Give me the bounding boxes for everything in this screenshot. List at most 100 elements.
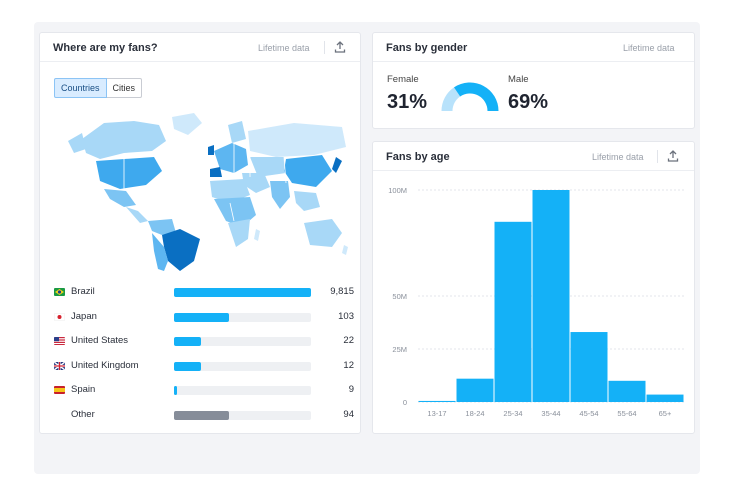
country-bar-track <box>174 337 311 347</box>
country-bar-track <box>174 361 311 371</box>
x-tick-label: 45-54 <box>579 409 598 418</box>
map-region-china <box>284 155 332 187</box>
map-borders <box>123 143 287 222</box>
bar-65+[interactable] <box>646 394 684 402</box>
card-header: Fans by gender Lifetime data <box>373 33 694 62</box>
map-region-japan <box>332 157 342 173</box>
male-label: Male <box>508 74 529 85</box>
gauge-female-arc <box>441 87 461 112</box>
fans-location-card: Where are my fans? Lifetime data Countri… <box>39 32 361 434</box>
fans-gender-card: Fans by gender Lifetime data Female 31% … <box>372 32 695 129</box>
map-region-madagascar <box>254 229 260 241</box>
tab-countries[interactable]: Countries <box>54 78 107 98</box>
export-icon[interactable] <box>666 149 680 163</box>
male-percentage: 69% <box>508 91 549 113</box>
country-bar-track <box>174 288 311 297</box>
gauge-male-arc <box>453 82 499 112</box>
spain-flag-icon <box>54 386 65 395</box>
age-bar-chart: 0 25M 50M 100M 13-17 18-24 25-34 35-44 45-54 55-6… <box>388 186 684 418</box>
card-title: Fans by age <box>386 151 450 163</box>
country-bar-fill <box>174 337 202 347</box>
us-flag-icon <box>54 337 65 346</box>
y-tick-label: 50M <box>392 292 407 301</box>
country-name: Japan <box>71 310 97 322</box>
fans-age-card: Fans by age Lifetime data 0 25M 50M 100M 13-… <box>372 141 695 434</box>
map-region-brazil <box>162 229 200 271</box>
y-tick-label: 100M <box>388 186 407 195</box>
country-row-united-kingdom: United Kingdom 12 <box>54 360 354 374</box>
gender-gauge <box>441 82 499 112</box>
country-name: United States <box>71 335 129 347</box>
export-icon[interactable] <box>333 40 347 54</box>
lifetime-data-label: Lifetime data <box>592 152 644 162</box>
country-bar-fill <box>174 312 229 322</box>
country-bar-track <box>174 411 311 420</box>
map-region-south-america-south <box>152 233 168 271</box>
x-tick-label: 13-17 <box>427 409 446 418</box>
card-header: Where are my fans? Lifetime data <box>40 33 360 62</box>
country-name: United Kingdom <box>71 359 139 371</box>
female-percentage: 31% <box>387 91 428 113</box>
map-region-europe <box>214 143 248 173</box>
map-region-southern-africa <box>228 219 250 247</box>
map-region-middle-east <box>242 173 270 193</box>
bar-13-17[interactable] <box>418 400 456 402</box>
country-name: Other <box>71 409 95 420</box>
country-bar-fill <box>174 411 229 420</box>
map-region-spain <box>210 167 222 177</box>
map-region-scandinavia <box>228 121 246 143</box>
map-region-central-asia <box>250 157 286 177</box>
lifetime-data-label: Lifetime data <box>258 43 310 53</box>
country-value: 9,815 <box>330 286 354 297</box>
country-value: 9 <box>348 384 354 396</box>
y-tick-label: 0 <box>403 398 407 407</box>
map-region-alaska <box>68 133 86 153</box>
header-divider <box>324 41 325 54</box>
country-bar-track <box>174 386 311 396</box>
country-name: Brazil <box>71 286 95 297</box>
country-value: 22 <box>343 335 354 347</box>
map-region-central-america <box>126 207 148 223</box>
lifetime-data-label: Lifetime data <box>623 43 675 53</box>
card-title: Fans by gender <box>386 42 468 54</box>
x-tick-label: 25-34 <box>503 409 522 418</box>
x-tick-label: 55-64 <box>617 409 636 418</box>
country-bar-fill <box>174 386 177 396</box>
map-region-mexico <box>104 189 136 207</box>
location-toggle: Countries Cities <box>54 78 143 98</box>
card-title: Where are my fans? <box>53 42 158 54</box>
map-region-india <box>270 181 290 209</box>
country-value: 103 <box>338 310 354 322</box>
bar-25-34[interactable] <box>494 221 532 402</box>
header-divider <box>657 150 658 163</box>
japan-flag-icon <box>54 312 65 321</box>
map-region-australia <box>304 219 342 247</box>
map-region-canada <box>82 121 166 159</box>
world-map <box>68 113 348 271</box>
y-tick-label: 25M <box>392 345 407 354</box>
country-name: Spain <box>71 384 96 396</box>
map-region-usa <box>96 157 162 189</box>
tab-cities[interactable]: Cities <box>106 78 143 98</box>
bar-55-64[interactable] <box>608 380 646 402</box>
country-value: 94 <box>343 409 354 420</box>
uk-flag-icon <box>54 361 65 370</box>
country-bar-fill <box>174 361 202 371</box>
country-row-spain: Spain 9 <box>54 384 354 398</box>
map-region-central-africa <box>214 197 256 227</box>
country-row-brazil: Brazil 9,815 <box>54 286 354 300</box>
country-row-japan: Japan 103 <box>54 311 354 325</box>
bar-45-54[interactable] <box>570 332 608 402</box>
bar-18-24[interactable] <box>456 378 494 402</box>
map-region-uk <box>208 145 214 155</box>
bar-35-44[interactable] <box>532 190 570 402</box>
map-region-russia <box>248 123 346 157</box>
map-region-new-zealand <box>342 245 348 255</box>
country-bar-fill <box>174 288 311 297</box>
x-tick-label: 18-24 <box>465 409 484 418</box>
female-label: Female <box>387 74 419 85</box>
country-row-other: Other 94 <box>54 409 354 423</box>
map-region-north-africa <box>210 179 250 203</box>
map-region-south-america-north <box>148 219 176 235</box>
x-tick-label: 65+ <box>659 409 672 418</box>
